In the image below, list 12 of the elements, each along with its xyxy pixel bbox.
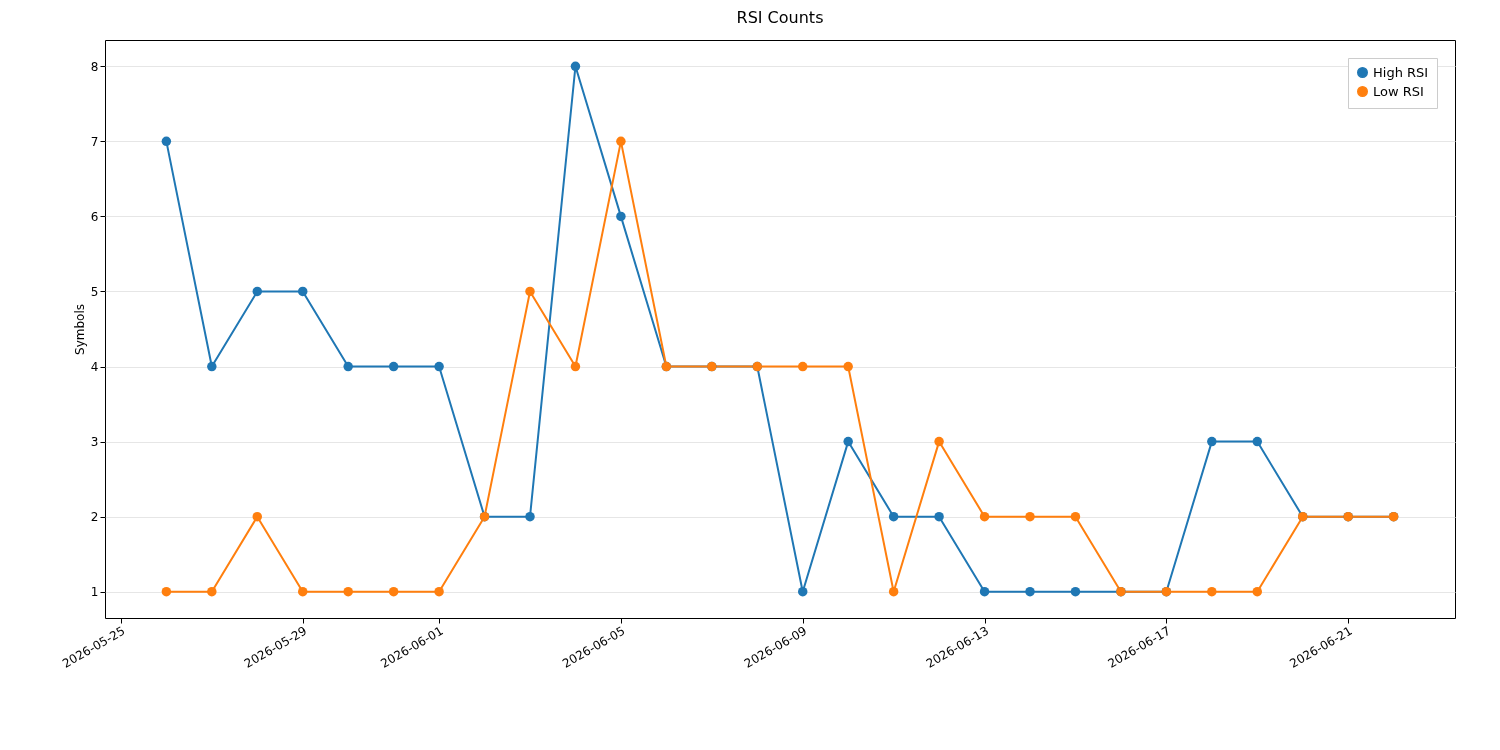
y-tick-label: 2 — [90, 510, 99, 525]
y-tick-label: 8 — [90, 59, 99, 74]
y-tick-label: 1 — [90, 585, 99, 600]
y-tick-label: 7 — [90, 134, 99, 149]
y-tick-label: 5 — [90, 284, 99, 299]
y-tick-label: 6 — [90, 209, 99, 224]
y-axis-title: Symbols — [72, 304, 87, 355]
legend-label: Low RSI — [1373, 83, 1424, 99]
legend-label: High RSI — [1373, 64, 1429, 80]
chart-title: RSI Counts — [736, 8, 824, 27]
y-tick-label: 4 — [90, 360, 99, 375]
y-tick-label: 3 — [90, 435, 99, 450]
